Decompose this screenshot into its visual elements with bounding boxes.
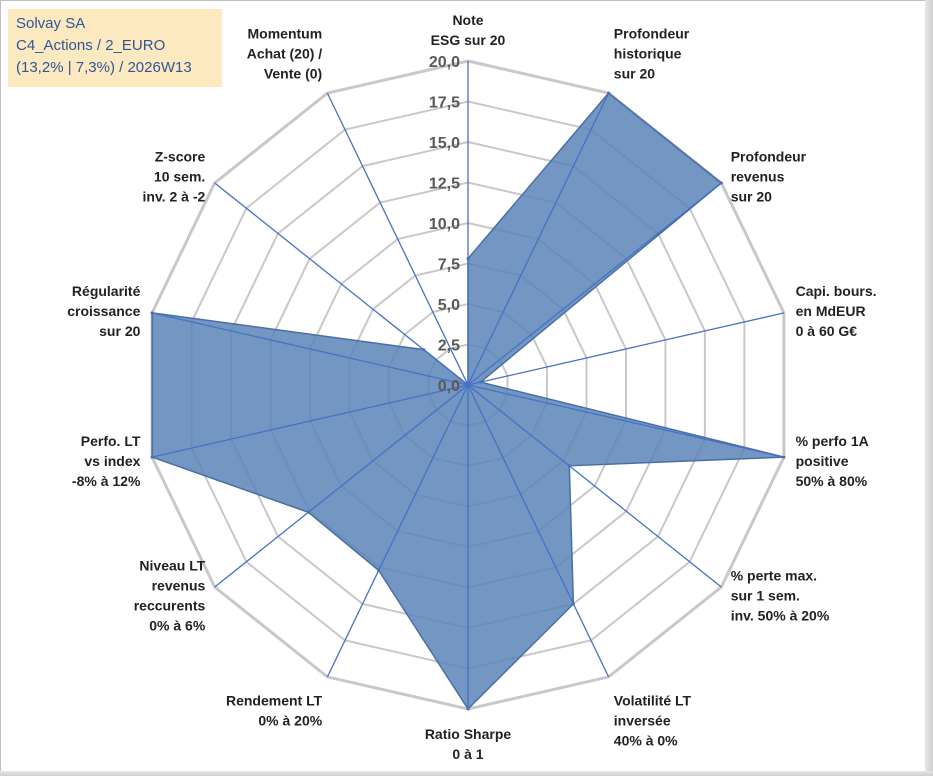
info-stats: (13,2% | 7,3%) / 2026W13 [16, 59, 192, 76]
spoke-9 [326, 384, 469, 678]
tick-label: 15,0 [429, 135, 460, 152]
category-label-layer: Note ESG sur 20 Profondeur historique sur 20… [67, 12, 876, 762]
tick-label-layer: 0,0 2,5 5,0 7,5 10,0 12,5 15,0 17,5 20,0 [429, 54, 460, 395]
window-edge-bottom [0, 771, 933, 776]
axis-label-5: % perfo 1A positive 50% à 80% [796, 433, 869, 489]
spoke-10 [214, 384, 469, 588]
axis-label-7: Volatilité LT inversée 40% à 0% [614, 693, 692, 749]
axis-label-1: Note ESG sur 20 [431, 12, 506, 48]
spoke-12 [151, 312, 469, 386]
info-company: Solvay SA [16, 15, 86, 32]
tick-label: 20,0 [429, 54, 460, 71]
axis-label-2: Profondeur historique sur 20 [614, 25, 690, 81]
spoke-11 [151, 384, 469, 458]
tick-label: 7,5 [438, 257, 460, 274]
spoke-2 [467, 92, 610, 386]
tick-label: 0,0 [438, 378, 460, 395]
spoke-6 [467, 384, 722, 588]
tick-label: 12,5 [429, 176, 460, 193]
spoke-4 [467, 312, 785, 386]
axis-label-10: Niveau LT revenus reccurents 0% à 6% [134, 558, 206, 634]
window-edge-right [925, 0, 933, 776]
axis-label-4: Capi. bours. en MdEUR 0 à 60 G€ [796, 283, 877, 339]
tick-label: 5,0 [438, 297, 460, 314]
info-box: Solvay SA C4_Actions / 2_EURO (13,2% | 7… [8, 9, 222, 87]
axis-label-13: Z-score 10 sem. inv. 2 à -2 [143, 149, 206, 205]
info-category: C4_Actions / 2_EURO [16, 37, 166, 54]
spoke-14 [326, 92, 469, 386]
axis-label-14: Momentum Achat (20) / Vente (0) [247, 25, 323, 81]
spoke-3 [467, 182, 722, 386]
tick-label: 17,5 [429, 95, 460, 112]
tick-label: 10,0 [429, 216, 460, 233]
spoke-5 [467, 384, 785, 458]
tick-label: 2,5 [438, 338, 460, 355]
spoke-7 [467, 384, 610, 678]
axis-label-9: Rendement LT 0% à 20% [226, 693, 323, 729]
spoke-layer [151, 61, 785, 709]
axis-label-12: Régularité croissance sur 20 [67, 283, 140, 339]
axis-label-6: % perte max. sur 1 sem. inv. 50% à 20% [731, 568, 830, 624]
axis-label-11: Perfo. LT vs index -8% à 12% [72, 433, 141, 489]
spoke-13 [214, 182, 469, 386]
axis-label-8: Ratio Sharpe 0 à 1 [425, 726, 512, 762]
axis-label-3: Profondeur revenus sur 20 [731, 149, 807, 205]
